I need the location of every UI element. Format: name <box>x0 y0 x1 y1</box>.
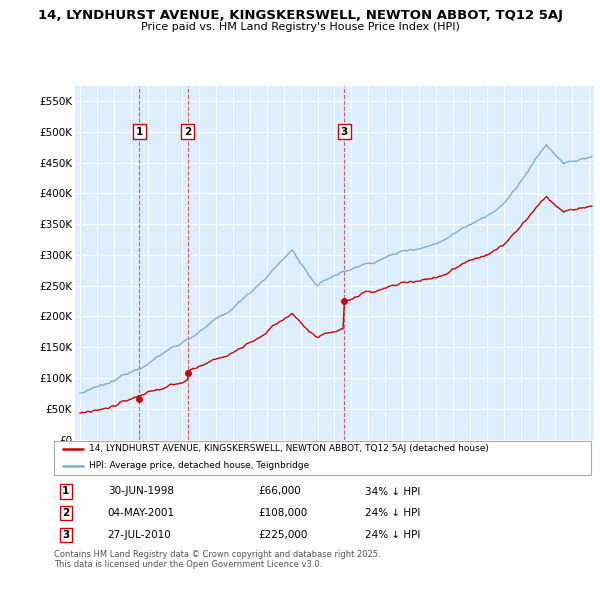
Text: 2: 2 <box>184 127 191 136</box>
Text: 34% ↓ HPI: 34% ↓ HPI <box>365 487 421 496</box>
Text: 2: 2 <box>62 508 70 518</box>
Text: £66,000: £66,000 <box>258 487 301 496</box>
Text: 1: 1 <box>62 487 70 496</box>
Text: HPI: Average price, detached house, Teignbridge: HPI: Average price, detached house, Teig… <box>89 461 309 470</box>
Text: 1: 1 <box>136 127 143 136</box>
Text: 24% ↓ HPI: 24% ↓ HPI <box>365 508 421 518</box>
Text: 24% ↓ HPI: 24% ↓ HPI <box>365 530 421 540</box>
Text: Price paid vs. HM Land Registry's House Price Index (HPI): Price paid vs. HM Land Registry's House … <box>140 22 460 32</box>
Text: 3: 3 <box>341 127 348 136</box>
Text: 14, LYNDHURST AVENUE, KINGSKERSWELL, NEWTON ABBOT, TQ12 5AJ: 14, LYNDHURST AVENUE, KINGSKERSWELL, NEW… <box>37 9 563 22</box>
Text: 30-JUN-1998: 30-JUN-1998 <box>108 487 174 496</box>
Text: 04-MAY-2001: 04-MAY-2001 <box>108 508 175 518</box>
Text: 27-JUL-2010: 27-JUL-2010 <box>108 530 172 540</box>
Text: £225,000: £225,000 <box>258 530 307 540</box>
Text: £108,000: £108,000 <box>258 508 307 518</box>
Text: 14, LYNDHURST AVENUE, KINGSKERSWELL, NEWTON ABBOT, TQ12 5AJ (detached house): 14, LYNDHURST AVENUE, KINGSKERSWELL, NEW… <box>89 444 489 453</box>
Text: Contains HM Land Registry data © Crown copyright and database right 2025.
This d: Contains HM Land Registry data © Crown c… <box>54 550 380 569</box>
Text: 3: 3 <box>62 530 70 540</box>
